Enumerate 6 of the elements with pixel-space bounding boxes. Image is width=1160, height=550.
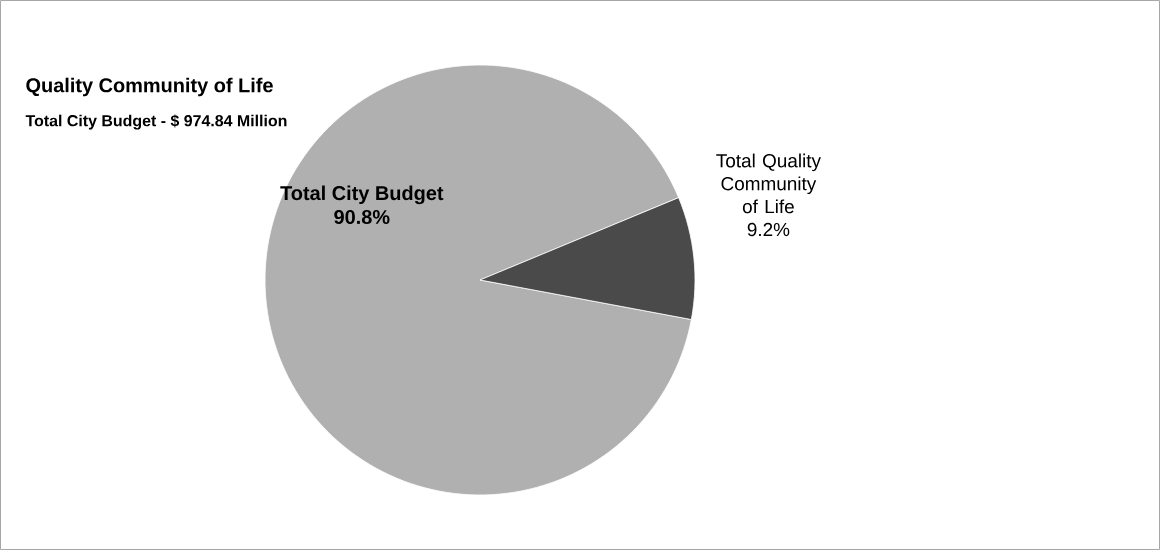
data-label: 9.2% — [747, 222, 790, 237]
data-label: 90.8% — [334, 209, 390, 225]
slice-label: Total Quality Community of Life — [716, 153, 821, 214]
text: Quality Community of Life — [26, 77, 273, 97]
text: Total City Budget - $ 974.84 Million — [25, 114, 287, 130]
slice-label: Total City Budget — [280, 185, 444, 205]
